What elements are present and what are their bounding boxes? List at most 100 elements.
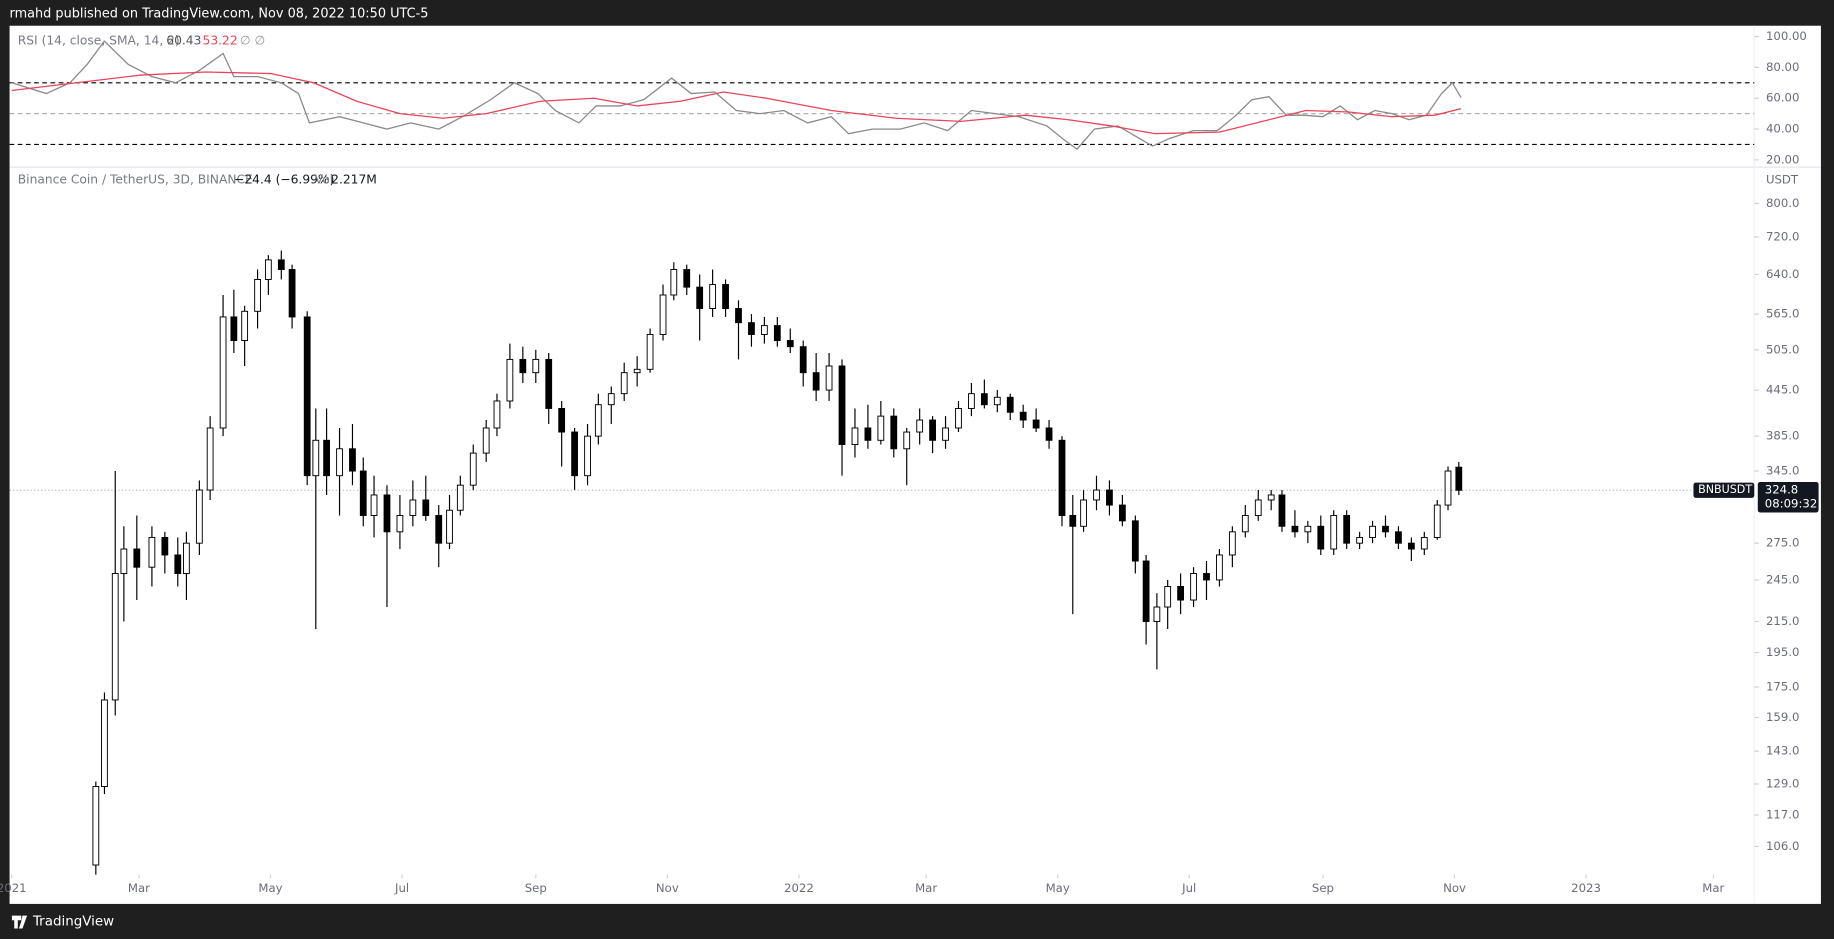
candle-body <box>1177 586 1184 601</box>
candle-body <box>545 358 553 409</box>
candle-body <box>241 310 249 341</box>
candle-body <box>219 316 227 429</box>
symbol-legend: Binance Coin / TetherUS, 3D, BINANCE <box>18 173 253 187</box>
candle-body <box>1106 489 1113 506</box>
candle-body <box>1058 439 1066 516</box>
candle-body <box>760 325 768 335</box>
candle-body <box>1045 427 1053 441</box>
x-tick-label: Mar <box>915 881 937 895</box>
candle-body <box>696 286 704 309</box>
logo <box>11 915 28 929</box>
candle-body <box>1228 531 1236 556</box>
candle-body <box>312 439 320 477</box>
publish-info: rmahd published on TradingView.com, Nov … <box>10 7 429 22</box>
candle-body <box>482 427 490 454</box>
candle-body <box>469 452 477 486</box>
candle-body <box>409 499 417 516</box>
candle-body <box>1407 542 1415 550</box>
candle-body <box>1369 525 1376 538</box>
candle-body <box>1131 520 1139 562</box>
candle-body <box>799 346 807 374</box>
change-label: −24.4 (−6.99%) <box>234 173 334 187</box>
candle-body <box>323 439 330 477</box>
candle-body <box>980 393 988 406</box>
candle-body <box>903 431 911 450</box>
candle-body <box>101 699 108 787</box>
candle-body <box>993 396 1001 406</box>
candle-body <box>383 494 391 533</box>
candle-body <box>254 279 261 312</box>
candle-body <box>1382 525 1389 533</box>
y-tick-label: 505.0 <box>1766 342 1799 356</box>
candle-body <box>942 427 949 441</box>
candle-body <box>422 499 430 516</box>
y-tick-label: 215.0 <box>1766 614 1799 628</box>
candle-body <box>722 284 729 309</box>
candle-body <box>571 431 578 477</box>
candle-body <box>584 435 591 477</box>
candle-body <box>133 548 141 568</box>
candle-body <box>1455 466 1463 491</box>
countdown-text: 08:09:32 <box>1765 497 1817 511</box>
sma-value: 53.22 <box>203 33 238 47</box>
candle-body <box>1080 499 1087 527</box>
candle-body <box>1093 489 1100 501</box>
candle-body <box>1164 586 1172 608</box>
brand: TradingView <box>32 914 114 929</box>
candle-body <box>1118 504 1126 522</box>
candle-body <box>786 340 794 348</box>
y-tick-label: 20.00 <box>1766 152 1799 166</box>
candle-body <box>277 259 285 270</box>
x-tick-label: Mar <box>128 881 150 895</box>
y-tick-label: 175.0 <box>1766 679 1799 693</box>
y-tick-label: 100.00 <box>1766 29 1807 43</box>
candle-body <box>174 554 182 574</box>
candle-body <box>370 494 378 516</box>
candle-body <box>955 407 962 429</box>
candle-body <box>303 316 311 477</box>
candle-body <box>161 536 169 556</box>
symbol-badge <box>1693 482 1755 498</box>
candle-body <box>646 333 654 370</box>
x-tick-label: Sep <box>525 881 547 895</box>
candle-body <box>838 365 846 445</box>
candle-body <box>929 419 936 441</box>
x-tick-label: Jul <box>394 881 409 895</box>
x-tick-label: 2021 <box>0 881 27 895</box>
candle-body <box>1304 525 1312 533</box>
x-tick-label: Mar <box>1702 881 1724 895</box>
candle-body <box>456 484 464 511</box>
y-tick-label: 117.0 <box>1766 808 1799 822</box>
y-tick-label: 800.0 <box>1766 196 1799 210</box>
candle-body <box>1420 536 1428 550</box>
candle-body <box>92 785 100 866</box>
candle-body <box>1216 554 1223 581</box>
candle-body <box>709 284 717 309</box>
candle-body <box>890 415 898 450</box>
indicator-legend: RSI (14, close, SMA, 14, 2) <box>18 33 180 47</box>
candle-body <box>1069 515 1077 527</box>
candle-body <box>206 427 214 491</box>
candle-body <box>435 515 443 544</box>
candle-body <box>446 509 453 544</box>
candle-body <box>1291 525 1299 533</box>
candle-body <box>1330 515 1338 550</box>
x-tick-label: May <box>1046 881 1070 895</box>
plot: 100.00 80.00 60.00 40.00 20.00 RSI (14, close… <box>0 29 1819 895</box>
y-tick-label: 129.0 <box>1766 776 1799 790</box>
y-tick-label: 640.0 <box>1766 267 1799 281</box>
candle-body <box>659 294 667 335</box>
volume-label: Vol <box>315 173 333 187</box>
candle-body <box>195 489 203 544</box>
candle-body <box>506 358 514 402</box>
candle-body <box>396 515 404 533</box>
candle-body <box>288 269 296 318</box>
candle-body <box>264 259 272 280</box>
y-tick-label: 195.0 <box>1766 645 1799 659</box>
candle-body <box>683 269 691 288</box>
candle-body <box>851 427 859 445</box>
y-tick-label: 565.0 <box>1766 307 1799 321</box>
candle-body <box>1153 606 1161 622</box>
rsi-line <box>11 40 1462 150</box>
